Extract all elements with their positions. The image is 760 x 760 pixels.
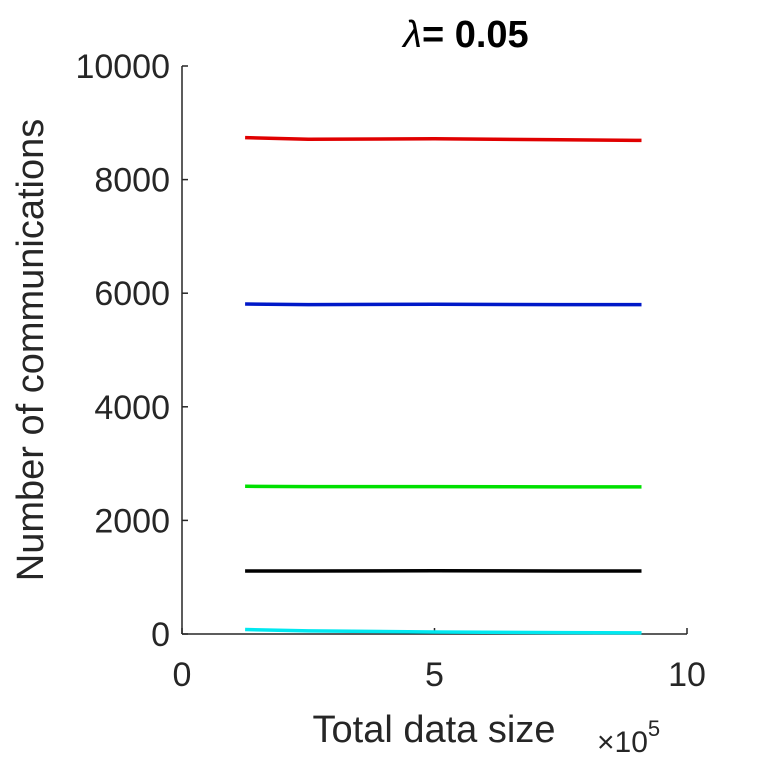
chart-title: λ= 0.05 xyxy=(401,14,528,56)
series-line-5 xyxy=(245,627,642,635)
x-axis-multiplier-base: ×10 xyxy=(597,726,648,759)
y-tick-label: 8000 xyxy=(94,162,170,200)
chart-title-symbol: λ xyxy=(401,14,422,56)
series-line-2 xyxy=(245,302,642,307)
x-axis-label: Total data size xyxy=(313,709,556,751)
series-line-1 xyxy=(245,135,642,143)
y-tick-label: 4000 xyxy=(94,389,170,427)
x-tick-label: 10 xyxy=(668,656,706,694)
y-tick-label: 6000 xyxy=(94,275,170,313)
x-tick-label: 5 xyxy=(425,656,444,694)
x-axis-ticks: 0 5 10 xyxy=(173,628,706,694)
x-tick-label: 0 xyxy=(173,656,192,694)
y-axis-ticks: 0 2000 4000 6000 8000 10000 xyxy=(75,48,188,654)
y-axis-label: Number of communications xyxy=(10,119,52,582)
x-axis-multiplier: ×105 xyxy=(597,716,660,759)
x-axis-multiplier-exponent: 5 xyxy=(648,716,660,741)
y-tick-label: 0 xyxy=(151,616,170,654)
series-line-3 xyxy=(245,484,642,489)
chart-title-text: = 0.05 xyxy=(422,14,529,56)
y-tick-label: 2000 xyxy=(94,502,170,540)
y-tick-label: 10000 xyxy=(75,48,170,86)
series-lines xyxy=(245,135,642,635)
